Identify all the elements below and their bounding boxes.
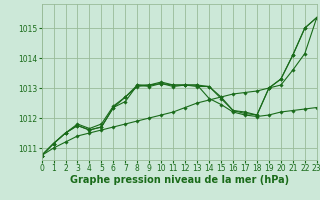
X-axis label: Graphe pression niveau de la mer (hPa): Graphe pression niveau de la mer (hPa) <box>70 175 289 185</box>
